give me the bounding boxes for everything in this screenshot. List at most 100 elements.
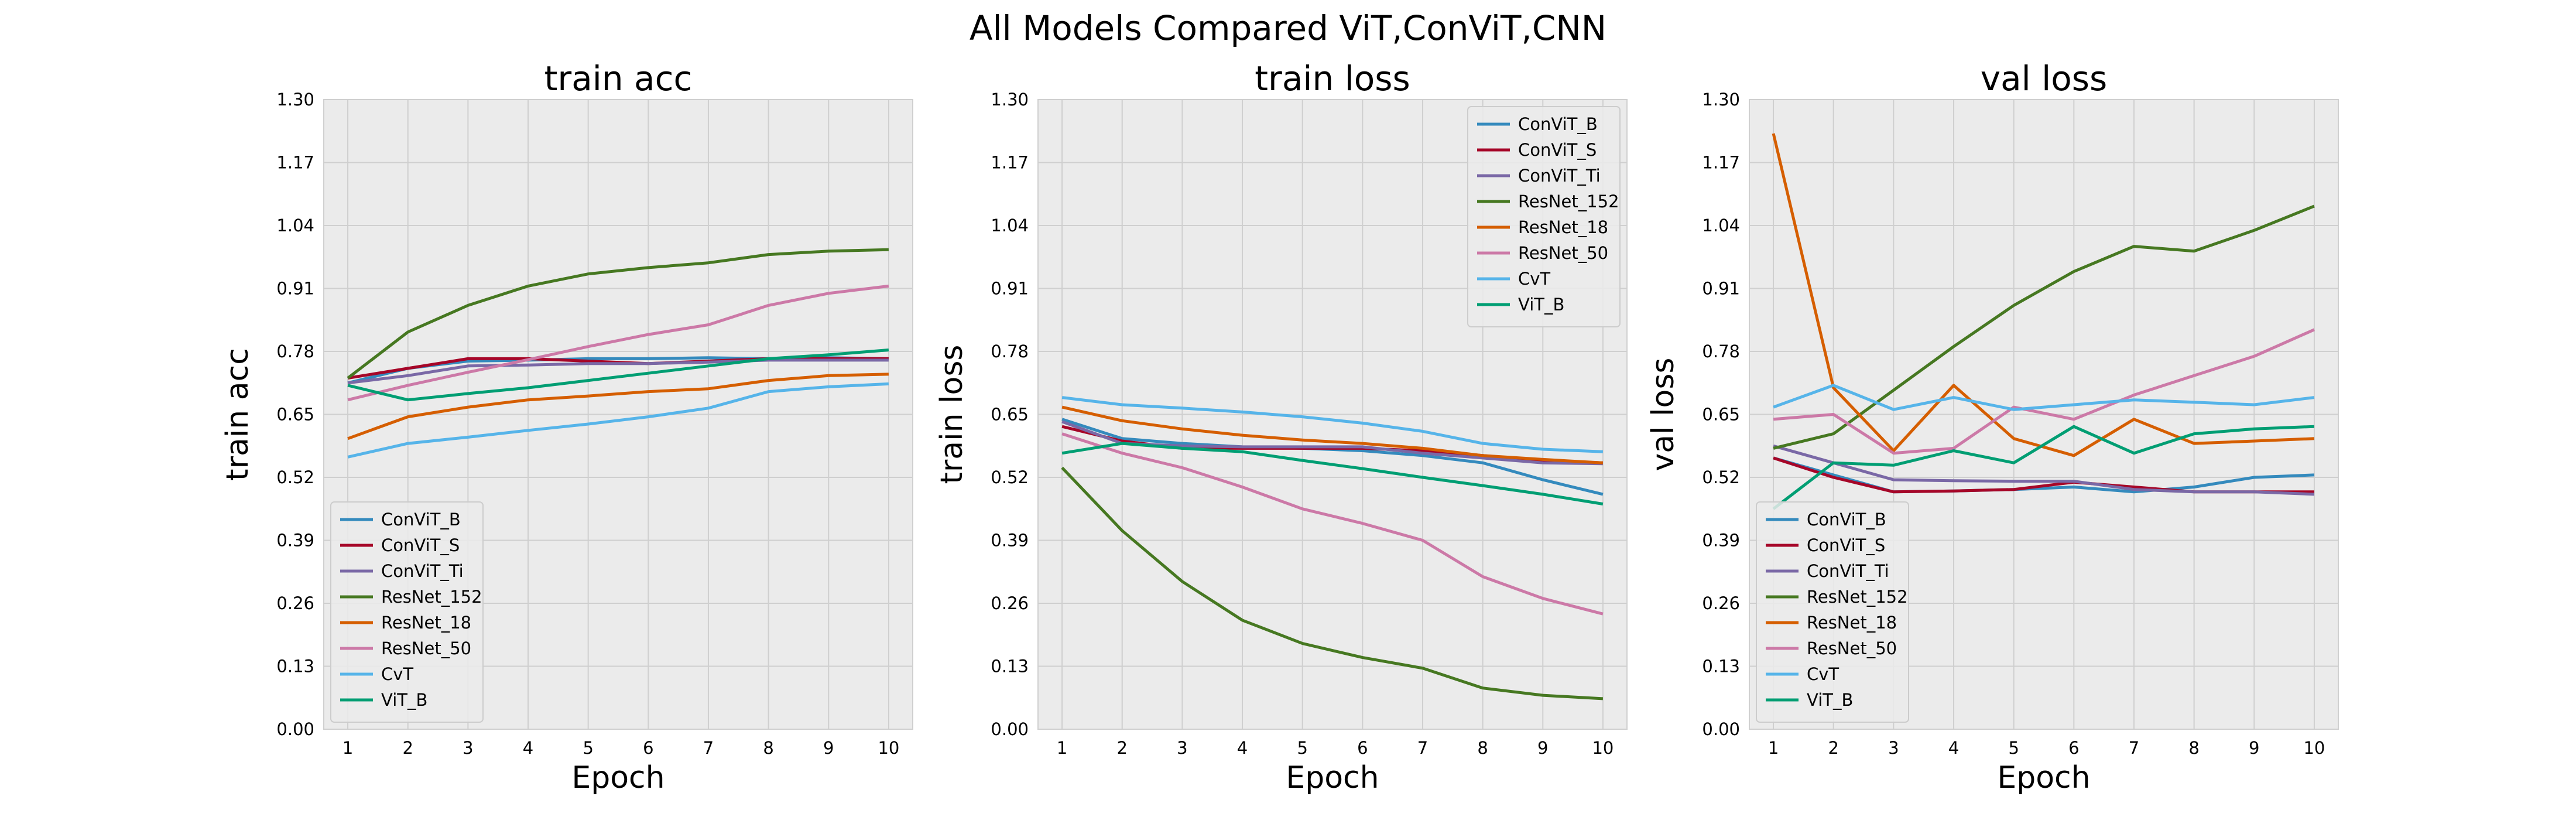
series-line-cvt	[1061, 396, 1604, 453]
legend-box	[330, 501, 484, 723]
legend: ConViT_B ConViT_S ConViT_Ti ResNet_152 ResNe…	[1467, 106, 1621, 327]
legend-label: CvT	[1807, 664, 1839, 684]
legend-label: ConViT_S	[381, 535, 460, 555]
y-axis-label: val loss	[1646, 357, 1681, 471]
x-tick-label: 6	[1357, 738, 1368, 758]
x-tick-label: 5	[1297, 738, 1307, 758]
legend-label: ConViT_Ti	[1807, 561, 1889, 581]
x-tick-label: 7	[703, 738, 714, 758]
x-tick-label: 5	[583, 738, 593, 758]
legend-label: ConViT_B	[1807, 510, 1886, 529]
y-axis-label: train loss	[934, 344, 970, 484]
legend-label: ViT_B	[1518, 295, 1564, 315]
legend-label: ConViT_B	[1518, 114, 1598, 134]
legend-label: ConViT_B	[381, 510, 461, 529]
series-line-vit-b	[1061, 442, 1604, 505]
x-tick-label: 2	[1116, 738, 1127, 758]
series-line-convit-ti	[347, 358, 889, 385]
legend-label: ResNet_152	[1807, 587, 1908, 607]
x-tick-label: 10	[2303, 738, 2325, 758]
y-tick-label: 0.39	[1702, 531, 1740, 551]
legend-label: ResNet_18	[1518, 217, 1608, 237]
y-tick-label: 0.00	[1702, 719, 1740, 739]
legend-label: ResNet_152	[1518, 192, 1619, 211]
x-tick-label: 3	[463, 738, 473, 758]
y-tick-label: 0.52	[991, 467, 1029, 487]
y-tick-label: 0.52	[276, 467, 314, 487]
x-tick-label: 3	[1888, 738, 1899, 758]
series-line-resnet-152	[1061, 466, 1604, 701]
y-tick-label: 1.30	[1702, 90, 1740, 110]
plot-panel-2: 0.00 0.13 0.26 0.39 0.52 0.65 0.78 0.91 1.04 1.17…	[934, 59, 1628, 795]
y-tick-label: 0.13	[1702, 657, 1740, 676]
legend-label: ResNet_152	[381, 587, 482, 607]
series-line-resnet-50	[1773, 328, 2315, 455]
series-line-resnet-18	[1772, 133, 2315, 457]
legend-label: ResNet_18	[1807, 613, 1897, 633]
y-tick-label: 0.91	[1702, 279, 1740, 299]
y-tick-label: 0.39	[276, 531, 314, 551]
legend-label: CvT	[381, 664, 413, 684]
y-tick-label: 0.65	[991, 405, 1029, 425]
x-tick-label: 8	[2188, 738, 2199, 758]
legend-label: CvT	[1518, 269, 1550, 289]
legend-label: ConViT_S	[1518, 140, 1597, 160]
x-tick-label: 7	[2129, 738, 2139, 758]
plot-title: train loss	[1255, 59, 1410, 98]
x-tick-label: 9	[2249, 738, 2259, 758]
x-tick-label: 6	[2068, 738, 2079, 758]
series-line-resnet-152	[1773, 204, 2315, 450]
legend-label: ConViT_Ti	[381, 561, 464, 581]
x-axis-label: Epoch	[1997, 760, 2090, 795]
x-tick-label: 4	[1237, 738, 1248, 758]
legend: ConViT_B ConViT_S ConViT_Ti ResNet_152 ResNe…	[1756, 501, 1909, 723]
x-tick-label: 8	[763, 738, 773, 758]
plot-panel-1: 0.00 0.13 0.26 0.39 0.52 0.65 0.78 0.91 1.04 1.17…	[220, 59, 913, 795]
x-axis-label: Epoch	[1286, 760, 1379, 795]
y-tick-label: 0.39	[991, 531, 1029, 551]
y-tick-label: 0.00	[991, 719, 1029, 739]
y-tick-label: 0.52	[1702, 467, 1740, 487]
legend-label: ResNet_50	[1807, 638, 1897, 658]
legend-box	[1756, 501, 1909, 723]
x-tick-label: 5	[2008, 738, 2019, 758]
y-tick-label: 1.17	[1702, 153, 1740, 173]
series-line-resnet-152	[347, 248, 889, 380]
x-tick-label: 1	[1768, 738, 1779, 758]
plot-title: train acc	[544, 59, 693, 98]
plot-title: val loss	[1981, 59, 2107, 98]
y-tick-label: 1.04	[276, 216, 314, 235]
x-tick-label: 7	[1417, 738, 1428, 758]
series-line-convit-ti	[1773, 444, 2314, 496]
y-tick-label: 0.65	[276, 405, 314, 425]
x-tick-label: 2	[402, 738, 413, 758]
y-tick-label: 1.04	[1702, 216, 1740, 235]
legend-label: ViT_B	[1807, 690, 1853, 710]
x-tick-label: 8	[1477, 738, 1488, 758]
series-line-resnet-18	[1061, 405, 1604, 464]
x-tick-label: 9	[1537, 738, 1548, 758]
series-line-cvt	[1773, 384, 2315, 411]
y-tick-label: 0.26	[991, 593, 1029, 613]
y-tick-label: 1.04	[991, 216, 1029, 235]
series-line-resnet-50	[1061, 432, 1604, 616]
x-tick-label: 1	[342, 738, 353, 758]
y-tick-label: 0.65	[1702, 405, 1740, 425]
y-tick-label: 1.17	[276, 153, 314, 173]
y-tick-label: 1.30	[276, 90, 314, 110]
series-line-resnet-18	[347, 373, 889, 440]
y-tick-label: 0.00	[276, 719, 314, 739]
legend-label: ViT_B	[381, 690, 427, 710]
y-tick-label: 1.17	[991, 153, 1029, 173]
series-line-cvt	[347, 382, 889, 459]
legend: ConViT_B ConViT_S ConViT_Ti ResNet_152 ResNe…	[330, 501, 484, 723]
x-tick-label: 3	[1177, 738, 1187, 758]
plot-panel-3: 0.00 0.13 0.26 0.39 0.52 0.65 0.78 0.91 1.04 1.17…	[1646, 59, 2339, 795]
x-tick-label: 10	[878, 738, 899, 758]
series-line-vit-b	[347, 348, 889, 402]
y-tick-label: 0.26	[276, 593, 314, 613]
x-axis-label: Epoch	[571, 760, 664, 795]
legend-label: ResNet_18	[381, 613, 471, 633]
y-tick-label: 0.78	[991, 341, 1029, 361]
